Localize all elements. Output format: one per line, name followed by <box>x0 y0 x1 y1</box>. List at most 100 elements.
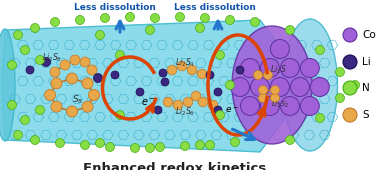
Circle shape <box>31 23 39 32</box>
Circle shape <box>270 39 290 58</box>
Polygon shape <box>2 20 310 152</box>
Text: $Li_2S_2$: $Li_2S_2$ <box>271 100 289 110</box>
Circle shape <box>80 57 90 67</box>
Circle shape <box>26 66 34 74</box>
Circle shape <box>214 88 222 96</box>
Circle shape <box>343 55 357 69</box>
Circle shape <box>336 67 344 76</box>
Circle shape <box>208 100 218 110</box>
Circle shape <box>45 89 56 100</box>
Circle shape <box>14 30 23 39</box>
Circle shape <box>130 143 139 152</box>
Circle shape <box>159 69 167 77</box>
Circle shape <box>96 30 104 39</box>
Circle shape <box>285 135 294 144</box>
Circle shape <box>14 131 23 140</box>
Circle shape <box>36 55 45 64</box>
Circle shape <box>116 50 124 59</box>
Circle shape <box>136 88 144 96</box>
Circle shape <box>88 89 99 100</box>
Circle shape <box>280 97 299 115</box>
Text: $Li_2S_4$: $Li_2S_4$ <box>175 57 195 69</box>
Circle shape <box>67 106 77 117</box>
Circle shape <box>36 106 45 115</box>
Circle shape <box>191 91 201 101</box>
Circle shape <box>336 94 344 103</box>
Circle shape <box>350 81 359 89</box>
Circle shape <box>285 26 294 35</box>
Text: $Li_2S$: $Li_2S$ <box>270 64 286 76</box>
Circle shape <box>259 94 268 103</box>
Circle shape <box>226 15 234 24</box>
Circle shape <box>67 73 77 84</box>
Circle shape <box>154 106 162 114</box>
Circle shape <box>125 13 135 21</box>
Text: N: N <box>362 83 370 93</box>
Circle shape <box>146 143 155 152</box>
Circle shape <box>183 97 193 107</box>
Circle shape <box>254 71 262 80</box>
Circle shape <box>301 97 319 115</box>
Circle shape <box>51 18 59 27</box>
Circle shape <box>260 97 279 115</box>
Circle shape <box>206 140 214 149</box>
Ellipse shape <box>282 19 338 151</box>
Circle shape <box>260 58 279 78</box>
Circle shape <box>310 78 329 97</box>
Circle shape <box>197 69 207 79</box>
Text: $S_8$: $S_8$ <box>73 94 84 106</box>
Circle shape <box>161 78 169 86</box>
Text: $e^-$: $e^-$ <box>141 97 155 107</box>
Circle shape <box>214 106 222 114</box>
Circle shape <box>101 13 110 22</box>
Ellipse shape <box>232 26 312 144</box>
Circle shape <box>81 140 90 149</box>
Circle shape <box>290 78 309 97</box>
Circle shape <box>236 66 244 74</box>
Circle shape <box>231 138 240 147</box>
Circle shape <box>51 78 62 89</box>
Ellipse shape <box>0 29 15 141</box>
Circle shape <box>8 100 17 109</box>
Circle shape <box>226 81 234 89</box>
Circle shape <box>316 114 324 123</box>
Circle shape <box>231 78 249 97</box>
Circle shape <box>271 94 279 103</box>
Circle shape <box>20 115 29 124</box>
Circle shape <box>8 61 17 70</box>
Text: Co: Co <box>362 30 376 40</box>
Circle shape <box>200 13 209 22</box>
Circle shape <box>56 139 65 148</box>
Circle shape <box>187 65 197 75</box>
Circle shape <box>263 71 273 80</box>
Circle shape <box>167 65 177 75</box>
Circle shape <box>195 140 204 149</box>
Circle shape <box>51 101 62 112</box>
Circle shape <box>82 101 93 112</box>
Circle shape <box>146 26 155 35</box>
Circle shape <box>280 58 299 78</box>
Circle shape <box>343 108 357 122</box>
Circle shape <box>316 46 324 55</box>
Text: $Li_2S_8$: $Li_2S_8$ <box>42 52 62 64</box>
Circle shape <box>70 55 80 65</box>
Text: Less dissolution: Less dissolution <box>74 4 156 13</box>
Circle shape <box>173 100 183 110</box>
Circle shape <box>251 78 270 97</box>
Circle shape <box>251 18 260 27</box>
Circle shape <box>215 50 225 59</box>
Circle shape <box>198 97 208 107</box>
Circle shape <box>111 71 119 79</box>
Circle shape <box>271 86 279 95</box>
Text: S: S <box>362 110 369 120</box>
Circle shape <box>31 135 39 144</box>
Circle shape <box>155 142 164 151</box>
Circle shape <box>93 73 102 82</box>
Text: Li: Li <box>362 57 371 67</box>
Circle shape <box>105 142 115 151</box>
Circle shape <box>240 97 259 115</box>
Circle shape <box>343 28 357 42</box>
Circle shape <box>87 65 97 75</box>
Circle shape <box>175 13 184 21</box>
Circle shape <box>181 141 189 150</box>
